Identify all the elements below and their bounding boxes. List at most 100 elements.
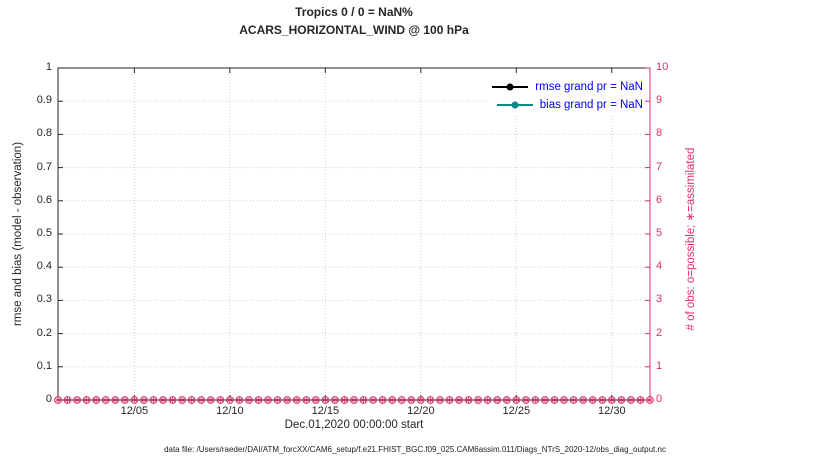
obs-assimilated-marker	[303, 398, 309, 402]
obs-possible-marker	[617, 396, 626, 404]
obs-possible-marker	[636, 396, 645, 404]
obs-possible-marker	[359, 396, 368, 404]
obs-assimilated-marker	[170, 398, 176, 402]
obs-assimilated-marker	[456, 398, 462, 402]
obs-assimilated-marker	[599, 398, 605, 402]
obs-assimilated-marker	[590, 398, 596, 402]
y-right-tick-label: 7	[656, 160, 663, 173]
legend-item-bias: bias grand pr = NaN	[492, 96, 643, 114]
obs-possible-marker	[225, 396, 234, 404]
obs-assimilated-marker	[637, 398, 644, 402]
obs-assimilated-marker	[122, 398, 128, 402]
obs-possible-marker	[416, 396, 425, 404]
obs-possible-marker	[101, 396, 110, 404]
obs-possible-marker	[82, 396, 91, 404]
data-file-path: data file: /Users/raeder/DAI/ATM_forcXX/…	[164, 445, 666, 454]
obs-assimilated-marker	[236, 398, 242, 402]
obs-assimilated-marker	[513, 398, 519, 402]
legend: rmse grand pr = NaN bias grand pr = NaN	[490, 77, 645, 115]
obs-assimilated-marker	[485, 398, 491, 402]
obs-assimilated-marker	[217, 398, 223, 402]
y-right-tick-label: 6	[656, 193, 663, 206]
obs-possible-marker	[455, 396, 463, 404]
obs-assimilated-marker	[131, 398, 137, 402]
obs-assimilated-marker	[370, 398, 376, 402]
obs-possible-marker	[54, 396, 62, 404]
obs-assimilated-marker	[84, 398, 90, 402]
obs-assimilated-marker	[189, 398, 195, 402]
obs-assimilated-marker	[399, 398, 405, 402]
obs-possible-marker	[521, 396, 530, 404]
obs-possible-marker	[426, 396, 435, 404]
x-tick-label: 12/15	[311, 405, 340, 417]
obs-assimilated-marker	[427, 398, 433, 402]
obs-assimilated-marker	[341, 398, 348, 402]
obs-assimilated-marker	[360, 398, 367, 402]
obs-assimilated-marker	[504, 398, 510, 402]
obs-possible-marker	[120, 396, 129, 404]
obs-possible-marker	[245, 396, 253, 404]
obs-assimilated-marker	[408, 398, 414, 402]
obs-possible-marker	[483, 396, 492, 404]
obs-assimilated-marker	[322, 398, 328, 402]
obs-possible-marker	[569, 396, 578, 404]
obs-possible-marker	[235, 396, 244, 404]
obs-possible-marker	[502, 396, 511, 404]
obs-assimilated-marker	[380, 398, 386, 402]
obs-possible-marker	[63, 396, 72, 404]
obs-possible-marker	[254, 396, 263, 404]
obs-possible-marker	[350, 396, 358, 404]
obs-assimilated-marker	[179, 398, 185, 402]
obs-possible-marker	[168, 396, 177, 404]
obs-possible-marker	[130, 396, 139, 404]
bias-line-sample	[496, 101, 533, 109]
x-tick-label: 12/20	[407, 405, 435, 417]
y-right-tick-label: 9	[656, 94, 663, 107]
obs-possible-marker	[512, 396, 521, 404]
obs-possible-marker	[369, 396, 377, 404]
obs-assimilated-marker	[551, 398, 558, 402]
chart-title-block: Tropics 0 / 0 = NaN% ACARS_HORIZONTAL_WI…	[58, 5, 650, 37]
obs-assimilated-marker	[275, 398, 281, 402]
obs-assimilated-marker	[418, 398, 424, 402]
obs-assimilated-marker	[74, 398, 80, 402]
obs-possible-marker	[149, 396, 158, 404]
obs-assimilated-marker	[332, 398, 338, 402]
obs-assimilated-marker	[284, 398, 290, 402]
obs-assimilated-marker	[523, 398, 529, 402]
y-left-tick-label: 0.9	[36, 94, 52, 107]
obs-possible-marker	[159, 396, 167, 404]
obs-possible-marker	[560, 396, 568, 404]
obs-possible-marker	[92, 396, 101, 404]
obs-possible-marker	[388, 396, 397, 404]
obs-assimilated-marker	[618, 398, 624, 402]
obs-assimilated-marker	[294, 398, 300, 402]
obs-possible-marker	[407, 396, 416, 404]
y-right-tick-label: 3	[656, 293, 663, 306]
obs-possible-marker	[541, 396, 549, 404]
obs-assimilated-marker	[150, 398, 157, 402]
x-tick-label: 12/30	[598, 405, 626, 417]
obs-possible-marker	[588, 396, 597, 404]
obs-assimilated-marker	[64, 398, 71, 402]
obs-assimilated-marker	[561, 398, 567, 402]
obs-possible-marker	[292, 396, 301, 404]
y-left-tick-label: 0.5	[36, 227, 52, 239]
x-axis-label: Dec.01,2020 00:00:00 start	[284, 419, 424, 431]
y-right-tick-label: 8	[656, 127, 663, 140]
obs-possible-marker	[73, 396, 81, 404]
y-left-tick-label: 0.4	[36, 260, 52, 273]
y-left-tick-label: 0.3	[36, 293, 52, 306]
y-left-tick-label: 1	[45, 61, 52, 73]
obs-possible-marker	[579, 396, 588, 404]
obs-possible-marker	[445, 396, 454, 404]
obs-assimilated-marker	[647, 398, 653, 402]
y-right-tick-label: 5	[656, 227, 663, 239]
rmse-marker-icon	[506, 83, 514, 91]
obs-possible-marker	[436, 396, 444, 404]
obs-possible-marker	[646, 396, 654, 404]
obs-assimilated-marker	[198, 398, 204, 402]
obs-assimilated-marker	[255, 398, 262, 402]
obs-assimilated-marker	[208, 398, 214, 402]
